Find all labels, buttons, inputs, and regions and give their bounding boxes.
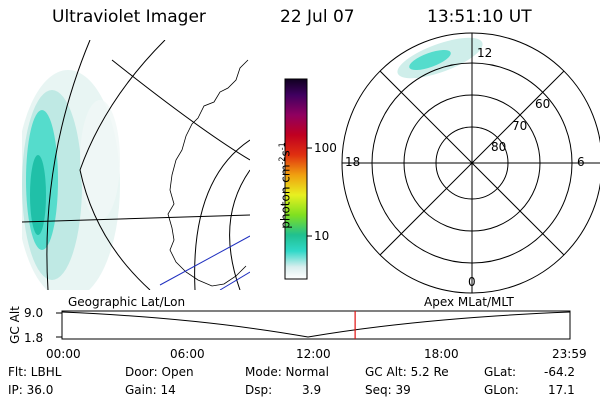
y-axis-label: GC Alt — [8, 306, 22, 344]
mlt-label-0: 0 — [468, 275, 476, 289]
y-value-top: 9.0 — [24, 306, 44, 320]
glon-label: GLon: — [484, 383, 519, 397]
dsp-label: Dsp: — [245, 383, 273, 397]
mlt-label-6: 6 — [577, 155, 585, 169]
geographic-map — [22, 40, 250, 290]
lat-label-60: 60 — [535, 97, 551, 111]
unit-exponent-cm: -2 — [277, 156, 287, 165]
y-value-bottom: 1.8 — [24, 331, 44, 345]
door-info: Door: Open — [125, 365, 194, 379]
unit-seconds: s — [278, 150, 293, 157]
seq-info: Seq: 39 — [365, 383, 411, 397]
unit-exponent-s: -1 — [277, 142, 287, 151]
filter-info: Flt: LBHL — [8, 365, 62, 379]
glon-value: 17.1 — [548, 383, 575, 397]
time-tick-2359: 23:59 — [552, 347, 587, 361]
time-tick-0000: 00:00 — [46, 347, 81, 361]
coastline — [167, 59, 249, 287]
observation-time: 13:51:10 UT — [427, 7, 532, 27]
polar-aurora — [397, 37, 483, 79]
unit-base: photon cm — [278, 164, 293, 229]
colorbar-label-100: 100 — [314, 141, 337, 155]
gc-alt-info: GC Alt: 5.2 Re — [365, 365, 449, 379]
timeline-frame — [61, 310, 571, 340]
observation-date: 22 Jul 07 — [280, 7, 355, 27]
mode-info: Mode: Normal — [245, 365, 329, 379]
geographic-coords-label: Geographic Lat/Lon — [68, 295, 186, 309]
colorbar-unit-label: photon cm-2s-1 — [278, 121, 293, 251]
altitude-timeline — [56, 310, 571, 340]
dsp-value: 3.9 — [302, 383, 322, 397]
altitude-curve — [61, 311, 571, 338]
glat-value: -64.2 — [544, 365, 576, 379]
polar-diagonal-2 — [379, 70, 565, 256]
lat-label-80: 80 — [491, 140, 507, 154]
instrument-title: Ultraviolet Imager — [52, 7, 206, 27]
intensity-colorbar — [284, 78, 308, 280]
glat-label: GLat: — [484, 365, 517, 379]
colorbar-label-10: 10 — [314, 229, 330, 243]
aurora-emission — [22, 70, 120, 290]
lat-label-70: 70 — [512, 119, 528, 133]
time-tick-0600: 06:00 — [170, 347, 205, 361]
time-tick-1200: 12:00 — [296, 347, 331, 361]
mlt-label-18: 18 — [345, 155, 361, 169]
time-tick-1800: 18:00 — [424, 347, 459, 361]
equator-line — [159, 235, 250, 290]
gain-info: Gain: 14 — [125, 383, 176, 397]
apex-coords-label: Apex MLat/MLT — [424, 295, 514, 309]
mlt-label-12: 12 — [477, 46, 493, 60]
ip-info: IP: 36.0 — [8, 383, 54, 397]
polar-plot — [341, 32, 600, 294]
map-grid — [22, 40, 250, 290]
